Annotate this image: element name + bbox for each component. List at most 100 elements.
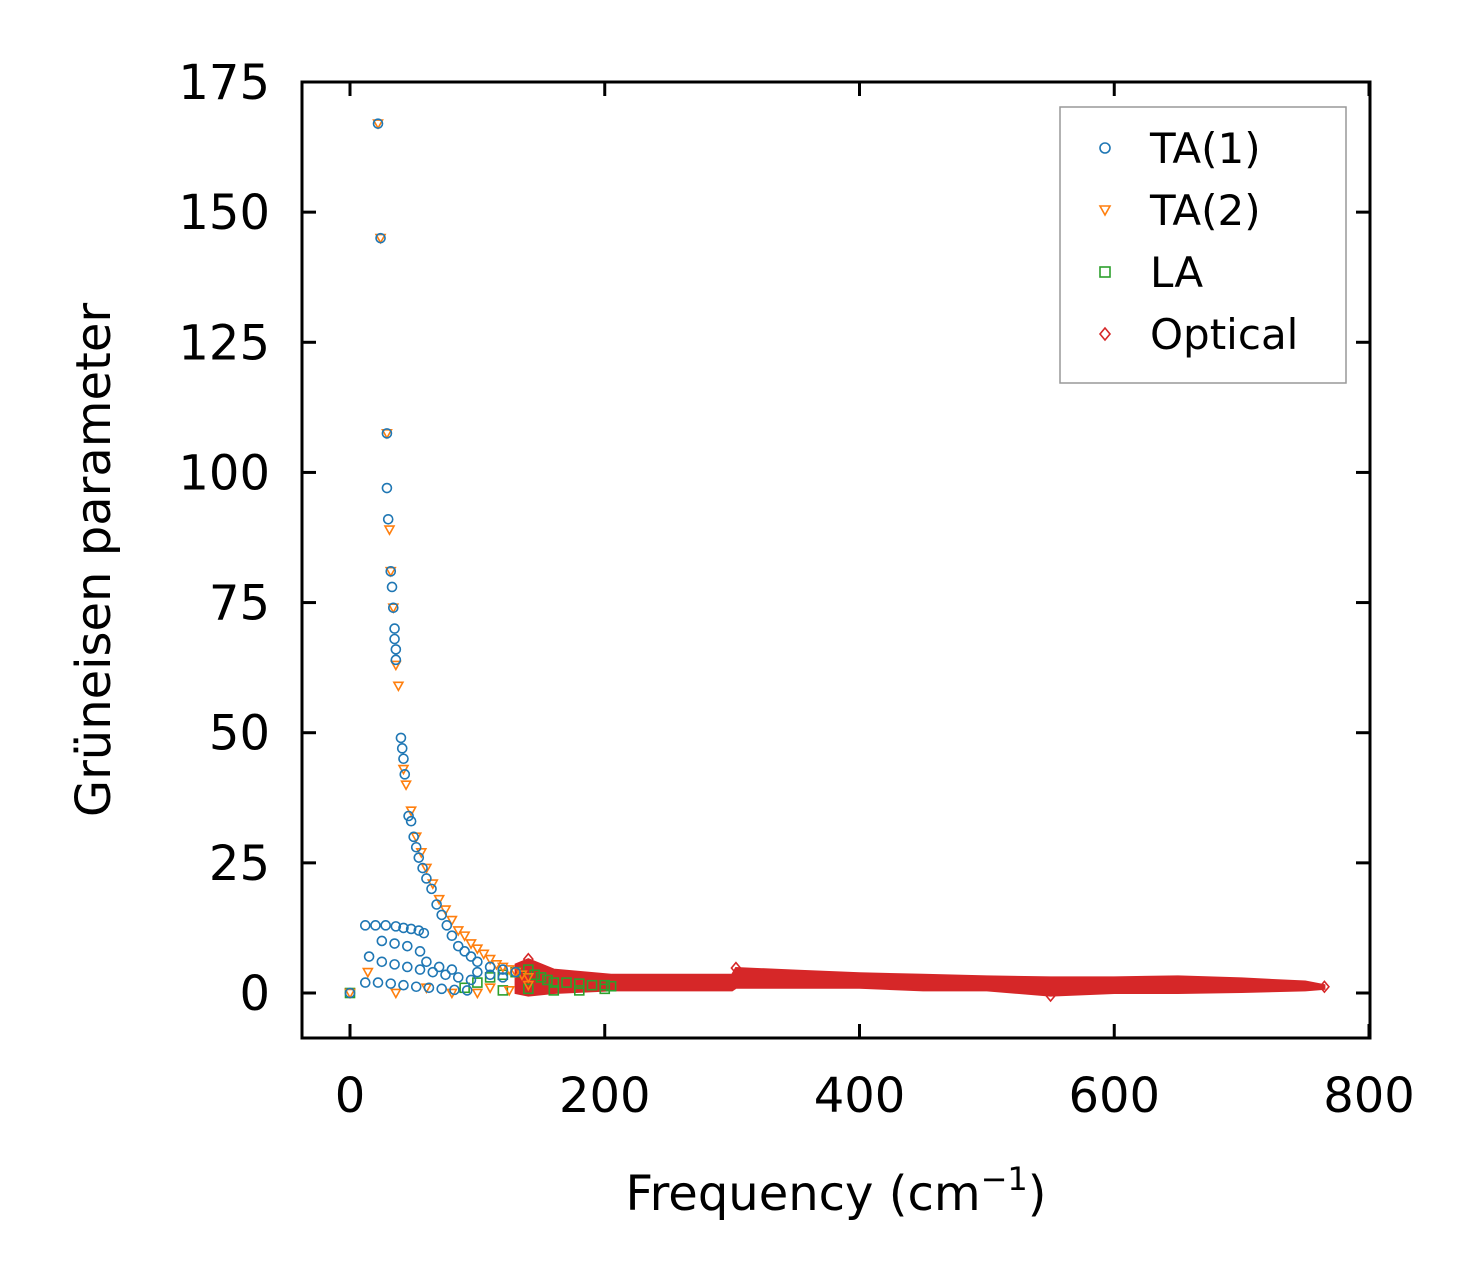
data-point [376, 935, 388, 947]
data-point [389, 633, 400, 645]
x-tick-label: 0 [335, 1068, 366, 1124]
legend-marker [1099, 266, 1111, 278]
y-tick-label: 50 [209, 706, 270, 762]
legend-entries: TA(1) TA(2) LA Optical [1098, 124, 1298, 359]
data-point [523, 983, 534, 995]
data-point [436, 909, 448, 921]
data-point [383, 525, 396, 536]
data-point [605, 980, 617, 992]
legend-marker [1098, 326, 1112, 342]
legend-label: TA(1) [1149, 124, 1261, 173]
data-point [400, 780, 412, 791]
series-optical-band [514, 958, 1326, 997]
data-point [414, 946, 426, 957]
data-point [1045, 988, 1057, 1003]
data-point [586, 979, 598, 991]
legend-marker [1098, 205, 1112, 217]
data-point [370, 920, 381, 931]
data-point [398, 979, 409, 991]
data-point [385, 978, 397, 989]
data-point [392, 681, 405, 693]
data-point [465, 974, 477, 986]
data-point [414, 964, 426, 975]
data-point [1318, 980, 1330, 994]
data-point [730, 961, 742, 975]
data-point [395, 732, 407, 744]
data-point [421, 956, 432, 968]
data-point [389, 938, 400, 949]
data-point [484, 961, 496, 973]
x-tick-label: 400 [814, 1068, 906, 1124]
x-axis-label-sup: −1 [981, 1160, 1028, 1198]
data-point [389, 959, 400, 970]
data-point [458, 931, 471, 942]
data-point [535, 972, 547, 983]
data-point [390, 654, 402, 666]
legend-label: Optical [1150, 310, 1298, 359]
x-axis-label-main: Frequency (cm [625, 1166, 980, 1222]
data-point [344, 988, 356, 1000]
data-point [510, 966, 521, 978]
data-point [497, 972, 509, 983]
data-point [522, 980, 535, 992]
data-point [372, 119, 384, 130]
data-point [344, 987, 356, 999]
data-point [446, 915, 458, 927]
data-point [426, 883, 437, 895]
data-point [472, 956, 483, 968]
data-point [459, 982, 470, 994]
data-point [380, 920, 391, 931]
y-tick-label: 25 [209, 836, 270, 892]
data-point [542, 974, 553, 986]
data-point [433, 961, 445, 973]
data-point [599, 983, 611, 995]
x-tick-label: 800 [1323, 1068, 1415, 1124]
data-point [561, 977, 572, 988]
data-point [386, 581, 398, 593]
data-point [405, 923, 417, 935]
data-point [372, 977, 384, 988]
data-point [381, 428, 393, 439]
data-point [418, 927, 430, 939]
plot-frame [300, 80, 1372, 1040]
data-point [522, 972, 535, 984]
data-point [423, 982, 435, 994]
y-axis-label: Grüneisen parameter [66, 303, 122, 818]
data-point [440, 969, 451, 981]
data-point [390, 644, 402, 655]
data-point [484, 954, 496, 966]
data-point [372, 118, 384, 129]
data-point [465, 939, 477, 950]
data-point [417, 862, 428, 874]
data-point [375, 232, 386, 244]
data-point [387, 603, 400, 614]
data-point [398, 922, 409, 934]
data-point [461, 985, 473, 996]
data-point [484, 983, 496, 994]
data-layer [344, 118, 1330, 1003]
legend: TA(1) TA(2) LA Optical [1059, 106, 1347, 384]
data-point [408, 831, 419, 843]
data-point [413, 925, 425, 936]
data-point [398, 753, 409, 765]
data-point [427, 966, 439, 978]
data-point [449, 984, 460, 996]
legend-label: TA(2) [1149, 186, 1261, 235]
data-point [446, 930, 458, 942]
data-point [389, 660, 402, 672]
data-point [359, 920, 371, 931]
data-point [363, 951, 375, 962]
data-point [503, 985, 516, 997]
data-point [441, 920, 453, 931]
x-tick-label: 200 [559, 1068, 651, 1124]
data-point [459, 946, 470, 957]
data-point [471, 944, 484, 955]
x-axis-label-end: ) [1028, 1166, 1047, 1222]
series-ta-1 [344, 118, 521, 999]
data-point [376, 956, 388, 968]
data-point [497, 964, 509, 975]
legend-label: LA [1150, 248, 1203, 297]
data-point [388, 602, 399, 614]
data-point [477, 949, 490, 961]
